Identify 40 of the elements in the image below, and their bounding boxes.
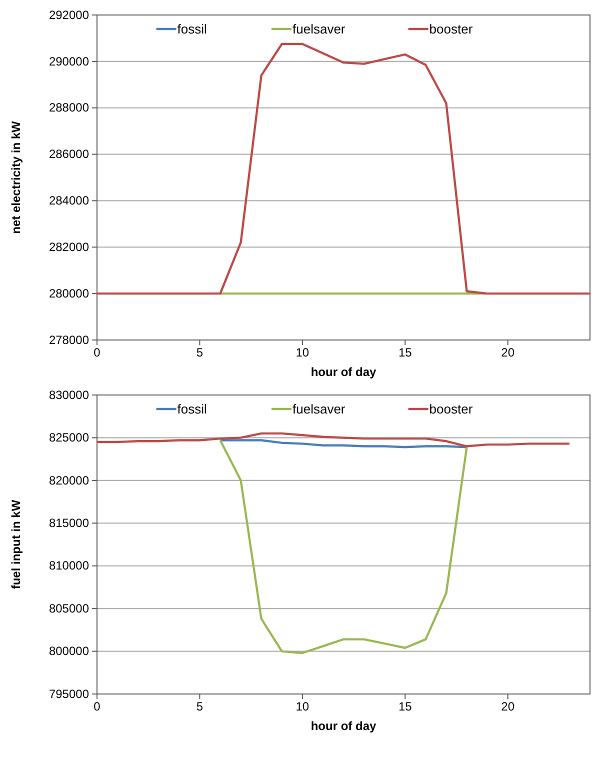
x-tick-label: 0 (94, 700, 101, 714)
x-axis-title: hour of day (310, 365, 376, 379)
x-axis-title: hour of day (310, 719, 376, 733)
legend-label: booster (429, 22, 474, 36)
legend-label: fuelsaver (292, 402, 346, 416)
y-axis-title: net electricity in kW (9, 120, 23, 234)
y-tick-label: 288000 (48, 100, 90, 115)
x-tick-label: 5 (196, 346, 204, 360)
x-tick-label: 10 (296, 346, 310, 360)
legend-label: fossil (177, 22, 208, 36)
x-tick-label: 10 (296, 700, 310, 714)
y-tick-label: 795000 (48, 686, 90, 701)
y-tick-label: 292000 (48, 8, 90, 22)
y-tick-label: 815000 (48, 516, 90, 530)
y-tick-label: 800000 (48, 644, 90, 658)
y-tick-label: 282000 (48, 240, 90, 254)
y-tick-label: 286000 (48, 147, 90, 162)
line-series (96, 432, 571, 448)
y-tick-label: 284000 (48, 194, 90, 208)
y-tick-label: 278000 (48, 332, 90, 347)
y-tick-label: 810000 (48, 558, 90, 573)
legend-label: booster (429, 402, 474, 416)
line-series (96, 42, 592, 295)
y-tick-label: 820000 (48, 473, 90, 488)
line-series (219, 439, 468, 448)
x-tick-label: 15 (398, 346, 412, 360)
x-tick-label: 5 (196, 700, 204, 714)
x-tick-label: 20 (501, 700, 515, 714)
y-tick-label: 290000 (48, 54, 90, 68)
y-tick-label: 805000 (48, 601, 90, 616)
x-tick-label: 20 (501, 346, 515, 360)
legend-label: fossil (177, 402, 208, 416)
legend-label: fuelsaver (292, 22, 346, 36)
line-series (219, 439, 468, 654)
y-tick-label: 280000 (48, 286, 90, 300)
x-tick-label: 15 (398, 700, 412, 714)
x-tick-label: 0 (94, 346, 101, 360)
y-tick-label: 825000 (48, 430, 90, 445)
y-axis-title: fuel input in kW (9, 499, 23, 590)
y-tick-label: 830000 (48, 388, 90, 402)
